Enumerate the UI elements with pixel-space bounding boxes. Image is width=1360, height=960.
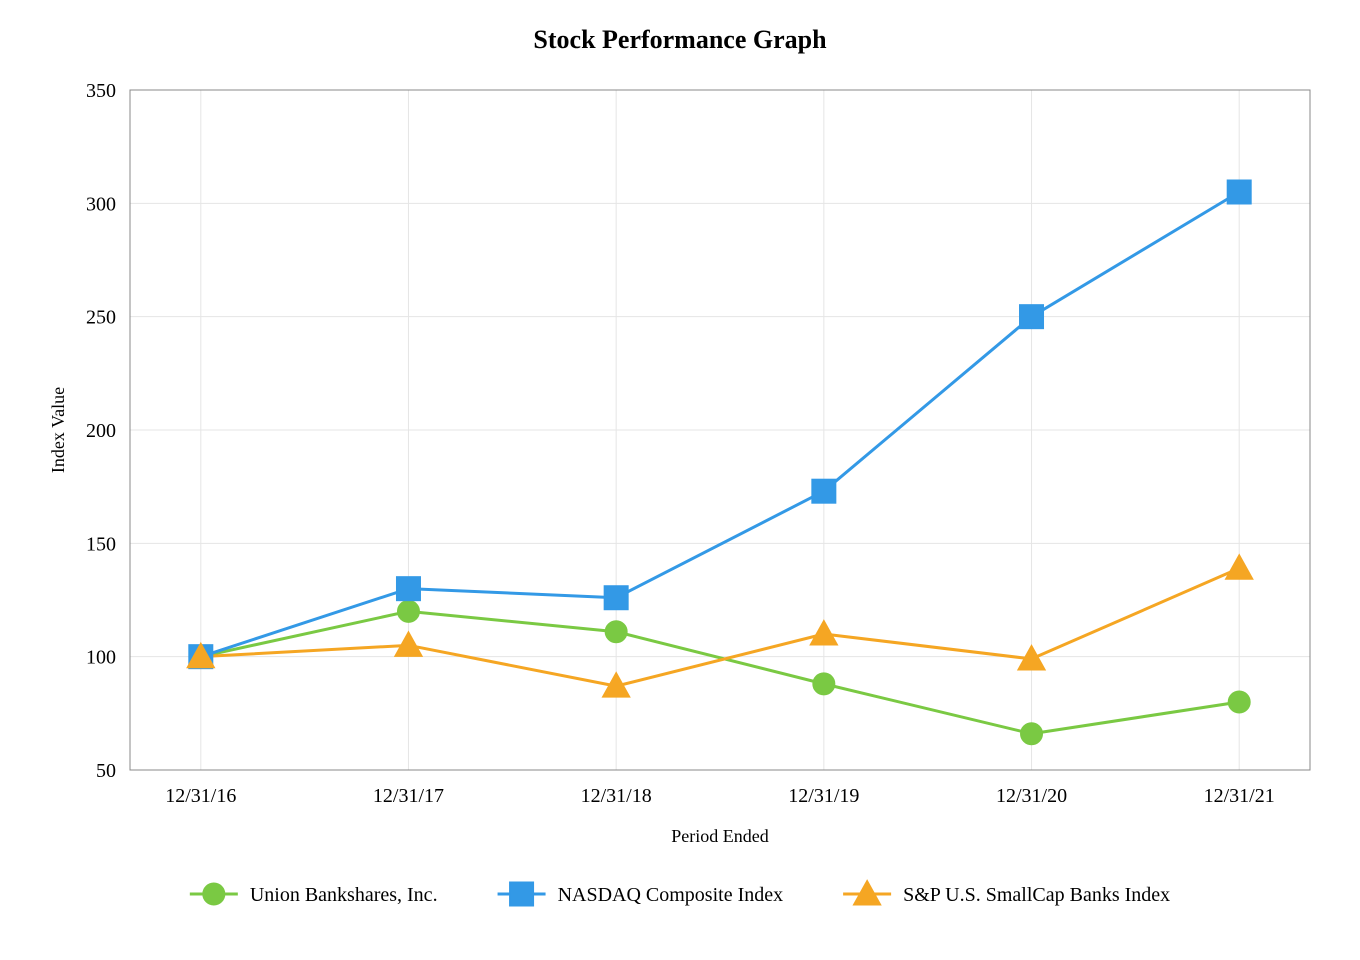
x-tick-label: 12/31/19 [788, 785, 859, 807]
legend-marker [510, 882, 534, 906]
series-marker [813, 673, 835, 695]
legend-label: Union Bankshares, Inc. [250, 884, 438, 906]
x-tick-label: 12/31/16 [165, 785, 236, 807]
x-tick-label: 12/31/21 [1204, 785, 1275, 807]
series-marker [1228, 691, 1250, 713]
series-marker [1020, 305, 1044, 329]
x-tick-label: 12/31/17 [373, 785, 444, 807]
x-axis-label: Period Ended [671, 826, 768, 846]
y-axis-label: Index Value [48, 387, 68, 473]
y-tick-label: 200 [86, 420, 116, 442]
x-tick-label: 12/31/18 [581, 785, 652, 807]
legend-label: S&P U.S. SmallCap Banks Index [903, 884, 1170, 906]
y-tick-label: 150 [86, 533, 116, 555]
series-marker [1227, 180, 1251, 204]
chart-title: Stock Performance Graph [533, 25, 827, 54]
y-tick-label: 100 [86, 647, 116, 669]
y-tick-label: 300 [86, 193, 116, 215]
y-tick-label: 250 [86, 307, 116, 329]
series-marker [812, 479, 836, 503]
x-tick-label: 12/31/20 [996, 785, 1067, 807]
series-marker [397, 600, 419, 622]
legend: Union Bankshares, Inc. NASDAQ Composite I… [190, 880, 1170, 906]
series-marker [1021, 723, 1043, 745]
series-marker [604, 586, 628, 610]
legend-label: NASDAQ Composite Index [558, 884, 784, 906]
series-marker [396, 577, 420, 601]
y-tick-label: 350 [86, 80, 116, 102]
legend-marker [203, 883, 225, 905]
series-marker [605, 621, 627, 643]
y-tick-label: 50 [96, 760, 116, 782]
chart-background [0, 0, 1360, 960]
stock-performance-chart: Stock Performance Graph 50 100 150 200 250 300… [0, 0, 1360, 960]
